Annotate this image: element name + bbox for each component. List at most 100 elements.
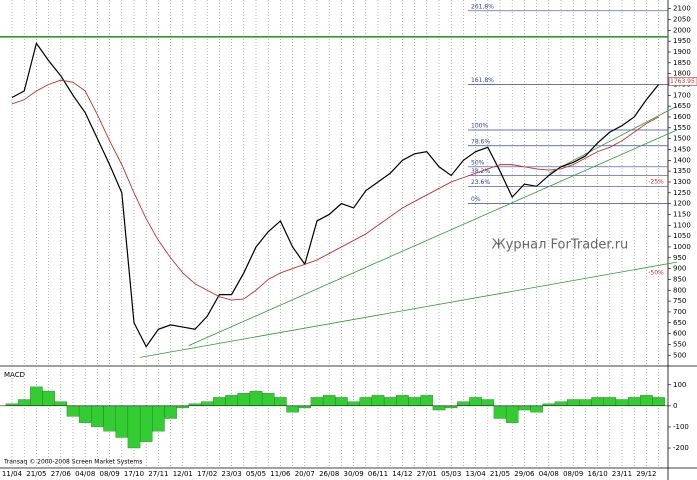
macd-bar <box>640 395 653 406</box>
macd-bar <box>30 386 43 406</box>
macd-bar <box>261 393 275 406</box>
macd-bar <box>591 397 604 406</box>
watermark: Журнал ForTrader.ru <box>492 238 629 253</box>
fib-label: 0% <box>471 196 481 203</box>
macd-bar <box>615 399 629 406</box>
macd-bar <box>274 397 287 406</box>
macd-bar <box>347 401 360 406</box>
y-tick-label: 1700 <box>673 91 691 99</box>
macd-bar <box>603 397 617 406</box>
macd-bar <box>542 403 556 406</box>
macd-bar <box>17 399 31 406</box>
y-tick-label: 1300 <box>673 178 691 186</box>
y-tick-label: 1250 <box>673 189 691 197</box>
annotation: -25% <box>648 178 664 185</box>
macd-bar <box>493 405 507 419</box>
macd-bar <box>310 397 324 406</box>
macd-bar <box>652 397 665 406</box>
fib-label: 100% <box>471 122 488 129</box>
moving-average <box>11 79 659 301</box>
macd-bar <box>237 393 251 406</box>
y-tick-label: 950 <box>673 254 686 262</box>
y-tick-label: 2050 <box>673 15 691 23</box>
macd-bar <box>91 405 104 428</box>
y-tick-label: 1450 <box>673 145 691 153</box>
x-tick-label: 21/05 <box>26 470 46 478</box>
macd-bar <box>566 399 580 406</box>
y-tick-label: 1950 <box>673 37 691 45</box>
x-tick-label: 12/01 <box>173 470 193 478</box>
fib-label: 78.6% <box>471 138 490 145</box>
y-tick-label: 1500 <box>673 135 691 143</box>
x-tick-label: 17/02 <box>197 470 217 478</box>
x-tick-label: 21/05 <box>490 470 510 478</box>
macd-bar <box>359 397 373 406</box>
fib-label: 23.6% <box>471 179 490 186</box>
x-tick-label: 14/12 <box>392 470 412 478</box>
macd-bar <box>249 390 263 406</box>
macd-bar <box>42 390 55 406</box>
macd-bar <box>225 395 238 406</box>
y-tick-label: 1150 <box>673 210 691 218</box>
x-tick-label: 05/03 <box>441 470 461 478</box>
x-tick-label: 20/07 <box>295 470 315 478</box>
y-tick-label: 1350 <box>673 167 691 175</box>
macd-bar <box>335 397 348 406</box>
macd-bar <box>432 405 446 411</box>
y-tick-label: 1900 <box>673 48 691 56</box>
x-tick-label: 13/04 <box>466 470 487 478</box>
macd-bar <box>383 397 397 406</box>
y-tick-label: 1850 <box>673 59 691 67</box>
last-price-label: 1763.95 <box>670 78 695 85</box>
x-tick-label: 27/11 <box>148 470 168 478</box>
y-tick-label: 700 <box>673 308 686 316</box>
fib-label: 50% <box>471 159 485 166</box>
macd-bar <box>54 401 68 406</box>
macd-bar <box>627 397 641 406</box>
y-tick-label: 0 <box>673 402 677 410</box>
macd-bar <box>213 397 226 406</box>
y-tick-label: 850 <box>673 275 686 283</box>
price-line <box>11 41 660 348</box>
y-tick-label: 750 <box>673 297 686 305</box>
annotation: -50% <box>648 269 664 276</box>
x-tick-label: 06/11 <box>368 470 388 478</box>
macd-bar <box>457 401 470 406</box>
x-tick-label: 11/04 <box>2 470 23 478</box>
macd-bar <box>152 405 165 432</box>
x-tick-label: 17/10 <box>124 470 144 478</box>
last-price-box <box>668 77 697 86</box>
macd-bar <box>420 395 434 406</box>
x-tick-label: 05/05 <box>246 470 266 478</box>
y-tick-label: 2100 <box>673 5 691 13</box>
footer: Transaq © 2000-2008 Screen Market System… <box>3 459 142 466</box>
macd-bar <box>5 403 19 406</box>
y-tick-label: 1100 <box>673 221 691 229</box>
macd-bar <box>444 405 458 409</box>
y-tick-label: 650 <box>673 319 686 327</box>
trendline <box>140 261 677 358</box>
macd-bar <box>518 405 531 411</box>
macd-bar <box>66 405 80 417</box>
y-tick-label: -100 <box>673 423 689 431</box>
y-tick-label: 1800 <box>673 70 691 78</box>
macd-bar <box>139 405 153 442</box>
macd-bar <box>396 395 409 406</box>
macd-bar <box>286 405 299 413</box>
fib-label: 161.8% <box>471 77 494 84</box>
y-tick-label: -200 <box>673 444 689 452</box>
y-tick-label: 100 <box>673 381 686 389</box>
macd-bar <box>505 405 519 423</box>
x-tick-label: 11/06 <box>270 470 291 478</box>
x-tick-label: 16/10 <box>588 470 608 478</box>
trendline <box>188 129 678 346</box>
macd-bar <box>408 397 421 406</box>
macd-bar <box>530 405 543 413</box>
x-tick-label: 04/08 <box>75 470 95 478</box>
y-tick-label: 1000 <box>673 243 691 251</box>
x-tick-label: 27/06 <box>51 470 72 478</box>
x-tick-label: 29/12 <box>636 470 656 478</box>
x-tick-label: 27/01 <box>417 470 437 478</box>
x-tick-label: 30/09 <box>344 470 364 478</box>
macd-bar <box>322 395 336 406</box>
